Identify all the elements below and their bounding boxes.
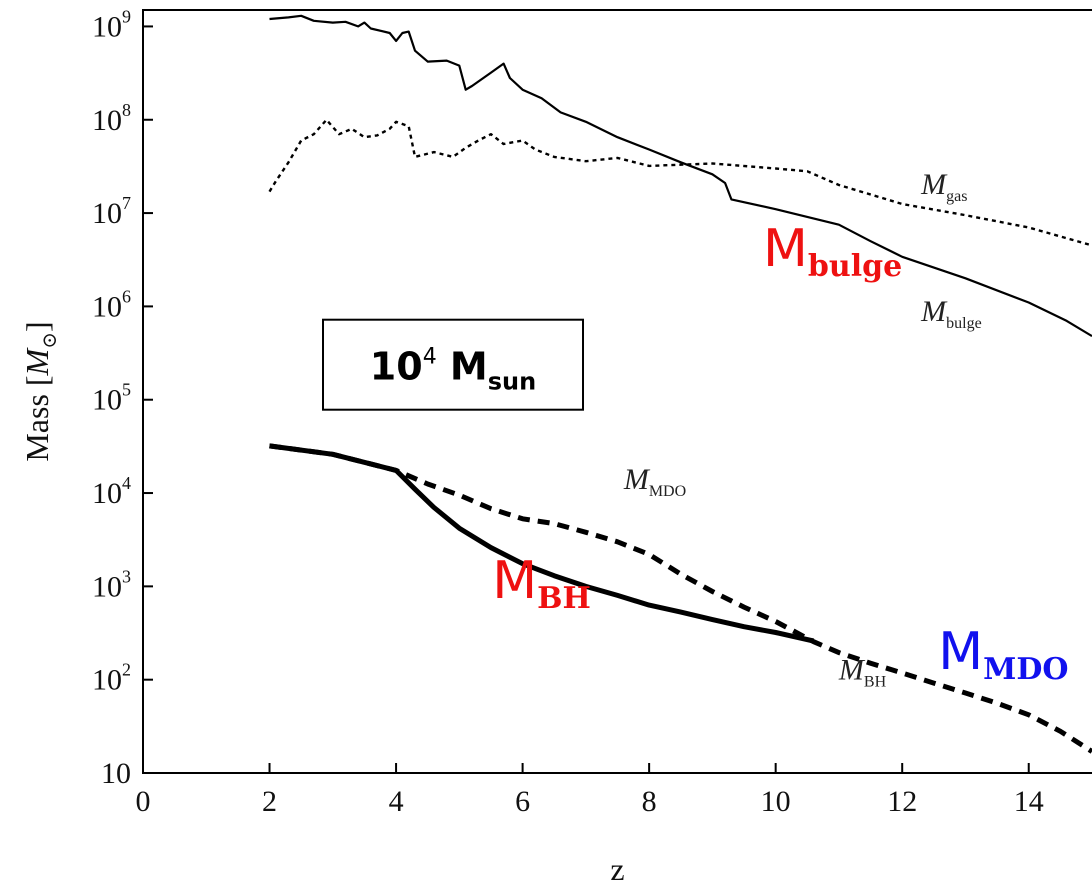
annotation-main: M [492, 551, 537, 611]
x-tick-label: 14 [1014, 785, 1044, 818]
y-tick-exponent: 7 [122, 193, 131, 213]
y-tick-label: 105 [92, 380, 131, 417]
y-tick-label: 104 [92, 473, 131, 510]
series-layer [268, 14, 1092, 754]
y-tick-base: 10 [92, 290, 122, 323]
x-tick-label: 4 [389, 785, 404, 818]
y-tick-label: 108 [92, 100, 131, 137]
y-tick-label: 106 [92, 286, 131, 323]
annotation-sub: BH [537, 581, 591, 616]
y-tick-label: 107 [92, 193, 131, 230]
y-tick-exponent: 3 [122, 566, 131, 586]
series-line-m-bulge [269, 14, 1092, 338]
y-tick-exponent: 8 [122, 100, 131, 120]
mass-box-mid: M [437, 345, 488, 389]
y-tick-label: 10 [101, 757, 131, 790]
curve-label-sub: gas [946, 188, 967, 205]
y-tick-label: 103 [92, 566, 131, 603]
y-tick-exponent: 2 [122, 660, 131, 680]
x-tick-label: 2 [262, 785, 277, 818]
annotation-mdo: MMDO [938, 622, 1068, 687]
curve-label-gas: Mgas [920, 168, 967, 205]
annotation-main: M [938, 622, 983, 682]
y-axis-label-symbol: M [19, 346, 55, 376]
y-axis-label: Mass [M⊙] [19, 321, 61, 461]
curve-label-sub: BH [864, 674, 887, 691]
mass-box-annotation: 104 Msun [322, 318, 585, 411]
annotation-sub: bulge [808, 249, 902, 284]
y-tick-base: 10 [92, 570, 122, 603]
x-tick-label: 12 [887, 785, 917, 818]
annotation-bulge: Mbulge [763, 219, 902, 284]
y-tick-base: 10 [101, 757, 131, 790]
x-axis-label: z [610, 851, 624, 885]
x-tick-label: 6 [515, 785, 530, 818]
mass-box-frame [322, 318, 585, 411]
y-tick-exponent: 9 [122, 6, 131, 26]
curve-label-mdo: MMDO [623, 463, 686, 500]
mass-box-text: 104 Msun [370, 345, 536, 396]
y-tick-base: 10 [92, 104, 122, 137]
y-tick-base: 10 [92, 197, 122, 230]
mass-box-main: 10 [370, 345, 423, 389]
mass-box-sup: 4 [423, 345, 437, 370]
curve-label-bh: MBH [838, 654, 887, 691]
annotation-sub: MDO [983, 652, 1068, 687]
series-line-m-bh [269, 443, 815, 644]
curve-label-sub: bulge [946, 315, 982, 332]
y-tick-exponent: 5 [122, 380, 131, 400]
y-tick-exponent: 6 [122, 286, 131, 306]
y-tick-base: 10 [92, 664, 122, 697]
y-axis-label-close: ] [19, 321, 55, 332]
curve-label-symbol: M [623, 463, 651, 496]
y-tick-exponent: 4 [122, 473, 131, 493]
annotation-main: M [763, 219, 808, 279]
annotation-bh: MBH [492, 551, 591, 616]
y-tick-base: 10 [92, 477, 122, 510]
y-axis-label-main: Mass [ [19, 375, 55, 461]
y-tick-base: 10 [92, 384, 122, 417]
x-tick-label: 8 [642, 785, 657, 818]
curve-label-symbol: M [838, 654, 866, 687]
y-tick-label: 109 [92, 6, 131, 43]
y-tick-label: 102 [92, 660, 131, 697]
curve-label-symbol: M [920, 168, 948, 201]
curve-label-bulge: Mbulge [920, 295, 982, 332]
series-line-m-gas [268, 118, 1092, 247]
plot-frame [142, 9, 1092, 774]
y-axis-label-sub: ⊙ [39, 332, 61, 349]
mass-box-sub: sun [488, 368, 536, 396]
curve-label-sub: MDO [649, 483, 686, 500]
y-tick-base: 10 [92, 10, 122, 43]
series-line-m-mdo [269, 443, 1092, 754]
curve-label-symbol: M [920, 295, 948, 328]
x-tick-label: 10 [761, 785, 791, 818]
x-tick-label: 0 [136, 785, 151, 818]
